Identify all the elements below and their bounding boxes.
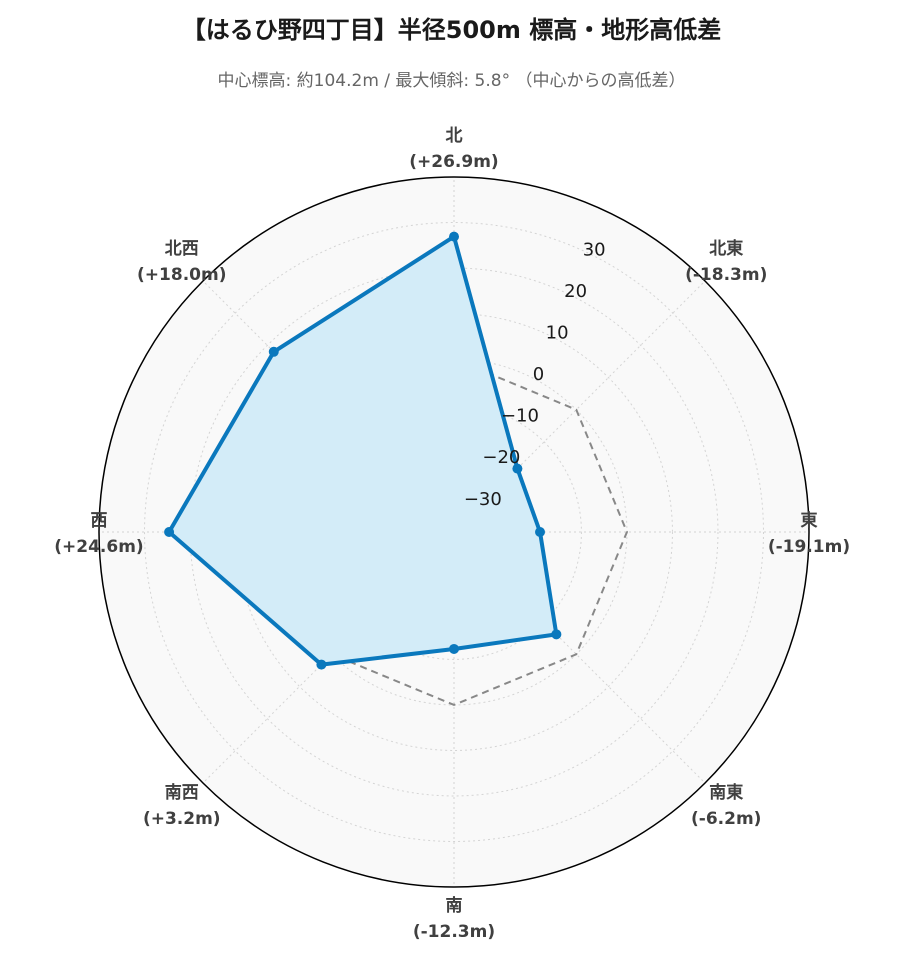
direction-name: 北 <box>446 126 463 146</box>
data-point-8 <box>268 346 279 357</box>
direction-name: 南 <box>446 895 463 916</box>
grid-spoke <box>453 280 706 533</box>
data-point-1 <box>449 231 459 242</box>
direction-diff: (+24.6m) <box>54 537 143 557</box>
chart-title: 【はるひ野四丁目】半径500m 標高・地形高低差 <box>181 16 722 44</box>
direction-label-5: 南 (-12.3m) <box>413 895 495 942</box>
tick-label: 20 <box>564 281 587 302</box>
direction-label-6: 南西 (+3.2m) <box>143 782 221 829</box>
data-point-6 <box>316 659 327 670</box>
data-point-4 <box>551 629 562 640</box>
direction-label-7: 西 (+24.6m) <box>54 511 143 557</box>
direction-name: 北西 <box>165 239 199 259</box>
direction-diff: (+26.9m) <box>409 152 498 172</box>
tick-label: −30 <box>464 489 502 510</box>
tick-label: 30 <box>583 239 606 260</box>
data-point-7 <box>164 527 175 537</box>
chart-subtitle: 中心標高: 約104.2m / 最大傾斜: 5.8° （中心からの高低差） <box>217 71 686 91</box>
tick-label: −20 <box>482 447 520 468</box>
direction-name: 南東 <box>709 782 743 803</box>
grid-circle <box>189 267 719 797</box>
direction-name: 北東 <box>709 238 743 259</box>
direction-diff: (-6.2m) <box>691 809 761 829</box>
radial-tick-labels: −30 −20 −10 010 20 30 <box>464 239 606 509</box>
data-point-3 <box>535 527 546 537</box>
tick-label: −10 <box>501 406 539 427</box>
grid-spoke <box>453 531 706 784</box>
direction-diff: (-18.3m) <box>685 265 767 285</box>
direction-label-1: 北 (+26.9m) <box>409 126 498 172</box>
grid-spoke <box>202 531 455 784</box>
series-points <box>164 231 562 670</box>
direction-label-3: 東 (-19.1m) <box>768 510 850 557</box>
direction-name: 南西 <box>165 782 199 803</box>
data-point-5 <box>449 643 459 654</box>
direction-name: 西 <box>91 511 108 531</box>
tick-label: 0 <box>533 364 544 385</box>
direction-label-2: 北東 (-18.3m) <box>685 238 767 285</box>
direction-diff: (-19.1m) <box>768 537 850 557</box>
direction-diff: (+3.2m) <box>143 809 221 829</box>
direction-diff: (-12.3m) <box>413 922 495 942</box>
direction-label-8: 北西 (+18.0m) <box>137 239 226 285</box>
direction-labels: 北 (+26.9m) 北東 (-18.3m) 東 (-19.1m) 南東 (-6.2m) 南 (-… <box>54 126 850 942</box>
tick-label: 10 <box>546 323 569 344</box>
direction-label-4: 南東 (-6.2m) <box>691 782 761 829</box>
direction-diff: (+18.0m) <box>137 265 226 285</box>
grid-circle <box>144 222 764 842</box>
direction-name: 東 <box>801 510 818 531</box>
data-point-2 <box>512 463 523 474</box>
grid-spoke <box>202 280 455 533</box>
